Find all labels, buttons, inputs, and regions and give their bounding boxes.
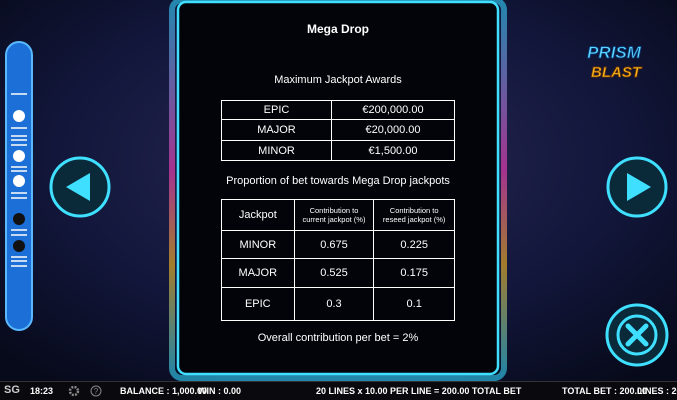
proportion-cell: EPIC: [221, 287, 295, 321]
header-cell: Contribution to reseed jackpot (%): [373, 199, 455, 231]
awards-cell: €20,000.00: [331, 119, 455, 141]
awards-cell: €1,500.00: [331, 140, 455, 161]
settings-icon[interactable]: [68, 385, 80, 397]
awards-row: MINOR €1,500.00: [221, 140, 455, 161]
awards-cell: EPIC: [221, 100, 332, 120]
lines: LINES : 20: [637, 386, 677, 396]
close-button[interactable]: [605, 303, 669, 367]
lines-info: 20 LINES x 10.00 PER LINE = 200.00 TOTAL…: [316, 386, 522, 396]
proportion-cell: MAJOR: [221, 258, 295, 288]
help-icon[interactable]: ?: [90, 385, 102, 397]
panel-glow: [169, 0, 507, 381]
status-bar: SG 18:23 ? BALANCE : 1,000.00 WIN : 0.00…: [0, 381, 677, 400]
logo-top: PRISM: [587, 43, 642, 62]
proportion-table: Jackpot Contribution to current jackpot (…: [221, 199, 455, 321]
logo-bottom: BLAST: [591, 64, 643, 81]
header-row: Jackpot Contribution to current jackpot (…: [221, 199, 455, 231]
proportion-cell: 0.175: [373, 258, 455, 288]
proportion-cell: 0.1: [373, 287, 455, 321]
paytable-bar: [5, 41, 33, 331]
proportion-row: MAJOR 0.525 0.175: [221, 258, 455, 288]
awards-cell: MAJOR: [221, 119, 332, 141]
header-cell: Jackpot: [221, 199, 295, 231]
clock: 18:23: [30, 386, 54, 396]
overall-text: Overall contribution per bet = 2%: [257, 332, 419, 344]
awards-row: EPIC €200,000.00: [221, 100, 455, 120]
proportion-cell: MINOR: [221, 230, 295, 259]
proportion-cell: 0.3: [293, 287, 375, 321]
brand: SG: [4, 384, 20, 396]
total-bet: TOTAL BET : 200.00: [562, 386, 648, 396]
proportion-heading: Proportion of bet towards Mega Drop jack…: [226, 175, 450, 187]
proportion-row: EPIC 0.3 0.1: [221, 287, 455, 321]
title: Mega Drop: [306, 22, 369, 36]
awards-cell: MINOR: [221, 140, 332, 161]
win: WIN : 0.00: [198, 386, 242, 396]
previous-button[interactable]: [49, 156, 111, 218]
header-cell: Contribution to current jackpot (%): [293, 199, 375, 231]
awards-row: MAJOR €20,000.00: [221, 119, 455, 141]
svg-text:?: ?: [94, 387, 99, 396]
awards-table: EPIC €200,000.00 MAJOR €20,000.00 MINOR €1,50…: [221, 100, 455, 161]
balance: BALANCE : 1,000.00: [120, 386, 208, 396]
awards-cell: €200,000.00: [331, 100, 455, 120]
proportion-cell: 0.675: [293, 230, 375, 259]
proportion-cell: 0.225: [373, 230, 455, 259]
next-button[interactable]: [606, 156, 668, 218]
awards-heading: Maximum Jackpot Awards: [274, 74, 402, 86]
proportion-row: MINOR 0.675 0.225: [221, 230, 455, 259]
proportion-cell: 0.525: [293, 258, 375, 288]
